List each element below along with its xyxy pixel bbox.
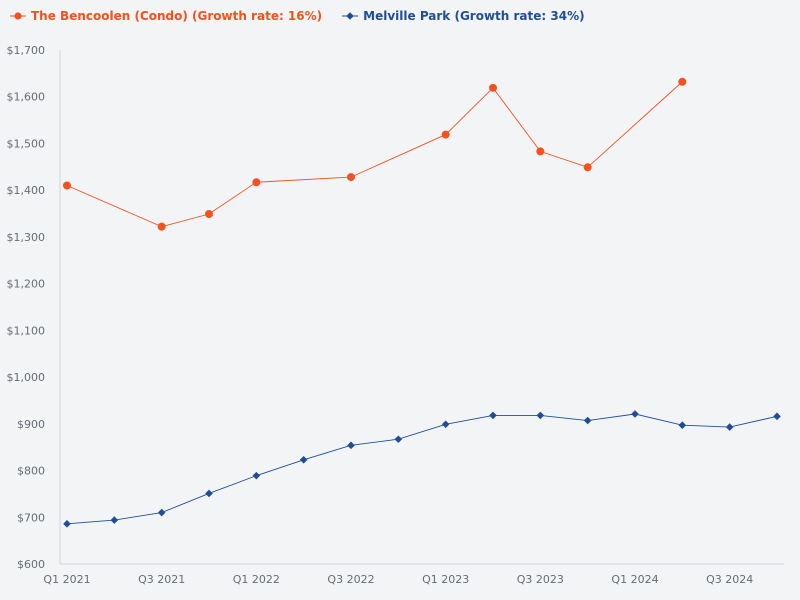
- legend-item-melville[interactable]: Melville Park (Growth rate: 34%): [342, 9, 585, 23]
- series-point-1-5: [299, 455, 308, 464]
- series-point-1-0: [63, 520, 71, 528]
- series-point-1-10: [536, 411, 545, 420]
- x-tick-label: Q1 2022: [233, 573, 280, 586]
- legend-label-melville: Melville Park (Growth rate: 34%): [363, 9, 585, 23]
- series-point-0-0: [63, 181, 71, 190]
- y-tick-label: $1,300: [7, 231, 46, 244]
- series-point-0-5: [441, 130, 450, 139]
- y-tick-label: $900: [17, 418, 45, 431]
- series-point-1-2: [157, 508, 166, 517]
- legend-marker-diamond-icon: [342, 12, 359, 20]
- y-tick-label: $1,100: [7, 324, 46, 337]
- y-tick-label: $600: [17, 558, 45, 571]
- series-point-1-9: [489, 411, 497, 420]
- series-point-1-15: [773, 412, 781, 421]
- series-point-1-6: [347, 441, 355, 450]
- series-layer: [63, 77, 781, 528]
- axes-layer: $600 $700 $800 $900 $1,000 $1,100 $1,200 $1,300…: [7, 44, 784, 586]
- series-point-0-7: [536, 147, 545, 156]
- series-point-0-3: [252, 178, 261, 187]
- y-tick-label: $1,200: [7, 278, 46, 291]
- x-tick-label: Q3 2024: [706, 573, 753, 586]
- series-point-1-3: [205, 489, 213, 498]
- series-point-0-9: [678, 77, 687, 86]
- legend-marker-circle-icon: [10, 12, 26, 20]
- series-point-1-12: [631, 410, 639, 418]
- series-point-1-1: [110, 516, 119, 524]
- x-tick-label: Q3 2022: [327, 573, 374, 586]
- series-point-0-6: [489, 83, 497, 92]
- y-tick-label: $1,700: [7, 44, 46, 57]
- x-tick-label: Q1 2023: [422, 573, 469, 586]
- series-point-0-2: [205, 210, 213, 219]
- series-line-0: [66, 81, 683, 228]
- series-point-0-1: [157, 222, 166, 231]
- legend-item-bencoolen[interactable]: The Bencoolen (Condo) (Growth rate: 16%): [10, 9, 322, 23]
- series-point-1-11: [583, 416, 592, 425]
- series-point-1-14: [725, 423, 734, 431]
- x-tick-label: Q1 2021: [43, 573, 90, 586]
- y-tick-label: $1,500: [7, 137, 46, 150]
- legend: The Bencoolen (Condo) (Growth rate: 16%)…: [10, 9, 585, 23]
- series-point-0-8: [583, 163, 592, 172]
- y-tick-label: $1,400: [7, 184, 46, 197]
- series-point-1-8: [441, 420, 450, 429]
- series-point-0-4: [347, 173, 355, 182]
- y-tick-label: $700: [17, 511, 45, 524]
- x-tick-label: Q3 2021: [138, 573, 185, 586]
- x-tick-label: Q1 2024: [611, 573, 658, 586]
- series-point-1-13: [678, 421, 687, 430]
- legend-label-bencoolen: The Bencoolen (Condo) (Growth rate: 16%): [31, 9, 323, 23]
- series-point-1-4: [252, 471, 261, 480]
- series-point-1-7: [394, 435, 403, 444]
- y-tick-label: $1,000: [7, 371, 46, 384]
- y-tick-label: $1,600: [7, 91, 46, 104]
- series-line-1: [66, 413, 778, 525]
- x-tick-label: Q3 2023: [517, 573, 564, 586]
- y-tick-label: $800: [17, 465, 45, 478]
